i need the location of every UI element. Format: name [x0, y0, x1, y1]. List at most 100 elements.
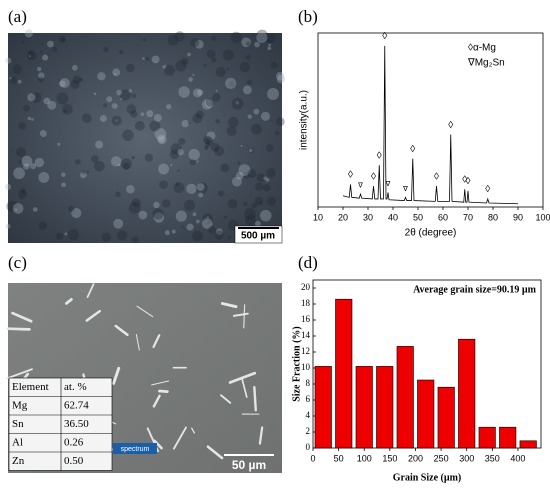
grain — [62, 103, 73, 115]
grain — [245, 41, 251, 47]
grain — [5, 223, 11, 229]
grain — [144, 153, 154, 162]
grain — [241, 37, 252, 48]
x-tick-label: 100 — [357, 453, 372, 463]
grain — [5, 183, 12, 190]
phase — [258, 426, 264, 445]
micrograph-a — [8, 33, 282, 243]
peak-marker: ∇ — [357, 182, 363, 190]
grain — [47, 40, 54, 48]
x-tick-label: 50 — [413, 212, 423, 222]
y-tick-label: 20 — [301, 282, 311, 292]
grain — [260, 111, 270, 121]
grain — [145, 56, 150, 61]
grain — [188, 77, 193, 82]
grain — [153, 201, 160, 209]
grain — [245, 54, 251, 60]
grain — [270, 61, 278, 69]
grain — [116, 89, 122, 96]
grain — [67, 229, 80, 241]
grain — [68, 205, 75, 212]
grain — [226, 126, 237, 137]
grain — [228, 116, 239, 128]
x-tick-label: 350 — [485, 453, 500, 463]
phase — [253, 386, 257, 412]
grain — [142, 57, 145, 60]
panel-label: (d) — [298, 253, 318, 272]
grain — [72, 75, 81, 84]
grain — [183, 199, 196, 211]
grain — [267, 88, 279, 100]
grain — [42, 54, 49, 61]
bar — [396, 346, 414, 449]
grain — [196, 183, 205, 192]
grain — [126, 63, 135, 73]
y-tick-label: 18 — [301, 298, 311, 308]
grain — [101, 232, 111, 243]
grain — [16, 147, 26, 158]
x-tick-label: 50 — [334, 453, 344, 463]
grain — [205, 142, 211, 148]
grain — [21, 155, 33, 167]
phase — [152, 394, 161, 408]
x-tick-label: 100 — [535, 212, 550, 222]
bar — [519, 440, 537, 449]
grain — [122, 162, 130, 170]
grain — [159, 180, 168, 189]
grain — [138, 210, 148, 220]
grain — [275, 117, 285, 127]
phase — [206, 445, 224, 460]
grain — [220, 163, 230, 173]
grain — [259, 200, 263, 205]
grain — [120, 158, 132, 170]
grain — [128, 201, 141, 214]
x-tick-label: 90 — [513, 212, 523, 222]
grain — [72, 64, 78, 71]
grain — [99, 114, 107, 122]
grain — [111, 115, 122, 126]
grain — [192, 74, 195, 77]
texture — [5, 29, 286, 244]
grain — [267, 39, 271, 43]
table-cell: 36.50 — [64, 418, 89, 430]
grain — [215, 89, 218, 92]
grain — [70, 79, 80, 90]
phase — [240, 377, 248, 398]
scale-box — [234, 225, 283, 244]
y-tick-label: 14 — [301, 330, 311, 340]
phase — [220, 394, 232, 404]
phase — [86, 283, 95, 298]
grain — [164, 230, 170, 236]
grain — [110, 156, 122, 167]
grain — [202, 213, 213, 224]
grain — [206, 131, 216, 141]
phase — [6, 368, 33, 380]
grain — [256, 29, 268, 42]
x-tick-label: 30 — [363, 212, 373, 222]
grain — [52, 47, 58, 52]
grain — [130, 110, 138, 118]
grain — [170, 164, 173, 167]
grain — [158, 163, 170, 175]
x-axis-label: Grain Size (µm) — [393, 472, 462, 483]
grain — [30, 163, 37, 170]
grain — [119, 89, 132, 101]
grain — [167, 34, 179, 46]
phase — [151, 380, 170, 386]
grain — [213, 146, 225, 157]
grain — [32, 207, 38, 212]
grain — [195, 219, 200, 224]
y-tick-label: 8 — [306, 378, 311, 388]
peak-marker: ◊ — [466, 176, 471, 187]
grain — [265, 33, 276, 44]
grain — [204, 98, 214, 108]
grain — [38, 171, 50, 183]
table-cell: Sn — [12, 418, 24, 430]
grain — [175, 182, 180, 187]
bar — [314, 366, 332, 449]
table-cell: 0.50 — [64, 455, 84, 467]
phase — [152, 334, 161, 349]
grain — [18, 159, 23, 164]
grain — [225, 77, 237, 89]
